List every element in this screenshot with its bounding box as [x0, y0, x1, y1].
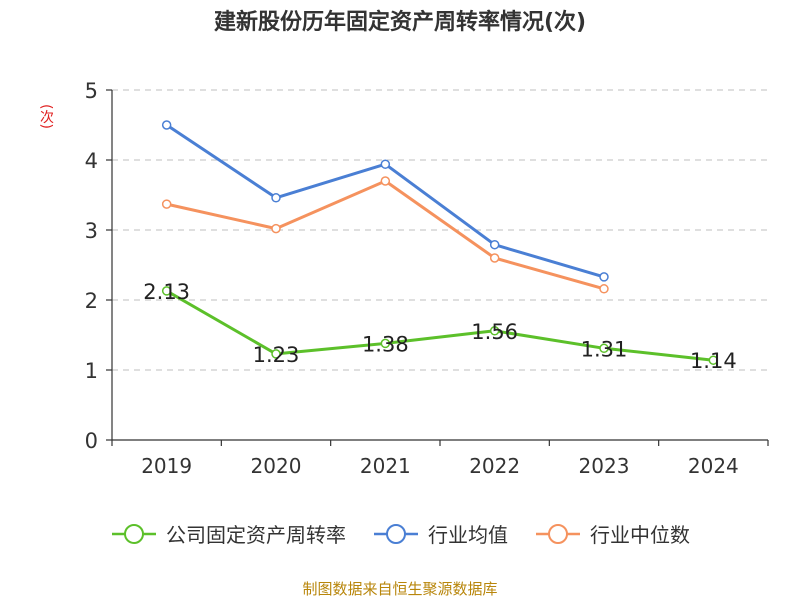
data-label: 2.13	[143, 280, 190, 304]
data-label: 1.23	[253, 343, 300, 367]
data-label: 1.38	[362, 332, 409, 356]
data-label: 1.56	[471, 320, 518, 344]
data-point	[161, 286, 172, 296]
legend-label: 行业均值	[428, 523, 508, 547]
legend-swatch	[536, 523, 580, 544]
data-point	[380, 338, 391, 349]
data-point	[271, 349, 281, 359]
y-tick-label: 0	[85, 429, 98, 453]
data-point	[489, 253, 500, 263]
data-label: 1.14	[690, 349, 737, 373]
x-tick-label: 2019	[141, 454, 192, 478]
data-point	[599, 284, 609, 294]
y-tick-label: 4	[85, 149, 98, 173]
legend-label: 公司固定资产周转率	[166, 523, 346, 547]
series-line	[166, 179, 605, 291]
y-tick-label: 5	[85, 79, 98, 103]
data-point	[489, 326, 500, 336]
data-point	[161, 199, 172, 209]
x-tick-label: 2022	[469, 454, 520, 478]
legend-item[interactable]: 行业中位数	[534, 519, 690, 548]
y-tick-label: 2	[85, 289, 98, 313]
data-point	[271, 193, 281, 203]
source-note: 制图数据来自恒生聚源数据库	[302, 580, 498, 598]
x-tick-label: 2024	[688, 454, 739, 478]
x-tick-label: 2021	[360, 454, 411, 478]
data-point	[489, 239, 500, 250]
legend-item[interactable]: 公司固定资产周转率	[110, 519, 346, 548]
legend-swatch	[374, 523, 418, 544]
series-line	[165, 123, 605, 279]
x-tick-label: 2020	[251, 454, 302, 478]
y-tick-label: 1	[85, 359, 98, 383]
data-point	[708, 355, 719, 365]
y-tick-label: 3	[85, 219, 98, 243]
legend-label: 行业中位数	[590, 523, 690, 547]
data-point	[599, 343, 609, 354]
legend-swatch	[112, 523, 156, 544]
x-tick-label: 2023	[579, 454, 630, 478]
legend-item[interactable]: 行业均值	[372, 519, 508, 548]
y-axis-label: (次)	[38, 104, 54, 129]
series-line	[165, 289, 714, 362]
data-point	[599, 272, 609, 282]
legend: 公司固定资产周转率 行业均值 行业中位数	[0, 519, 800, 548]
data-point	[380, 159, 391, 169]
data-point	[380, 176, 391, 186]
data-label: 1.31	[581, 337, 628, 361]
chart-title: 建新股份历年固定资产周转率情况(次)	[213, 10, 587, 35]
data-point	[271, 223, 281, 234]
data-point	[161, 120, 172, 130]
